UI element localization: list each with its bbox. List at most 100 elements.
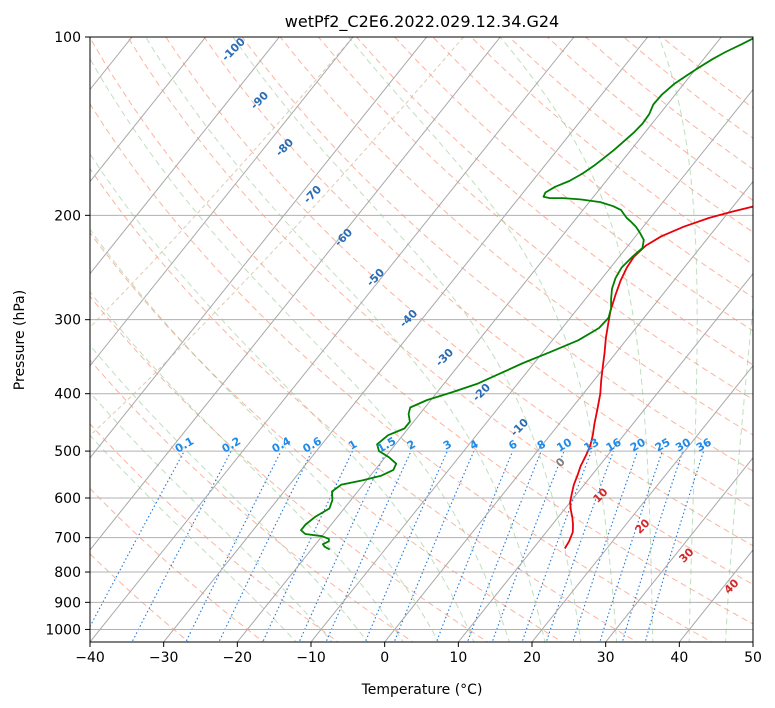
isotherm [163, 37, 649, 642]
moist-adiabat [90, 291, 404, 642]
dry-adiabat [90, 295, 489, 642]
y-tick-label: 1000 [45, 622, 81, 638]
mixing-ratio-label: 4 [468, 437, 481, 452]
reference-curve [90, 37, 464, 437]
isotherm [0, 37, 58, 642]
moist-adiabat [90, 153, 475, 642]
mixing-ratio-line [435, 450, 514, 642]
profile-line [564, 205, 753, 549]
mixing-ratio-label: 3 [441, 438, 454, 453]
mixing-ratio-label: 0.2 [220, 435, 243, 456]
dry-adiabat-label: -60 [332, 226, 355, 249]
moist-adiabat [90, 434, 297, 642]
isotherm [90, 37, 575, 642]
dry-adiabat-label: -30 [433, 346, 456, 369]
mixing-ratio-line [466, 450, 542, 642]
x-tick-label: 20 [523, 650, 541, 666]
dry-adiabat-label: -90 [248, 89, 271, 112]
dry-adiabat [279, 37, 753, 436]
y-tick-label: 300 [54, 313, 81, 329]
dry-adiabat-label: -70 [301, 183, 324, 206]
plot-frame [89, 36, 754, 643]
x-tick-label: −40 [75, 650, 105, 666]
dry-adiabat [508, 37, 753, 233]
mixing-ratio-line [218, 450, 313, 642]
isotherm [236, 37, 722, 642]
mixing-ratio-line [90, 450, 185, 628]
mixing-ratio-line [572, 450, 639, 642]
moist-adiabat [90, 228, 440, 642]
mixing-ratio-line [262, 450, 353, 642]
isotherm [752, 641, 753, 642]
mixing-ratio-line [521, 450, 592, 642]
mixing-ratio-label: 1.5 [375, 435, 398, 456]
dry-adiabat [394, 37, 753, 332]
mixing-ratio-line [644, 450, 705, 642]
mixing-ratio-line [545, 450, 614, 642]
moist-adiabat-label: 0 [553, 455, 568, 470]
dry-adiabat [165, 37, 753, 547]
y-tick-label: 900 [54, 595, 81, 611]
mixing-ratio-line [491, 450, 565, 642]
mixing-ratio-line [621, 450, 684, 642]
x-tick-label: 50 [744, 650, 762, 666]
y-tick-label: 400 [54, 387, 81, 403]
y-tick-label: 600 [54, 491, 81, 507]
y-tick-label: 500 [54, 444, 81, 460]
x-axis-ticks: −40 −30 −20 −10 0 10 20 30 40 50 [75, 642, 762, 666]
dry-adiabat [127, 37, 753, 586]
x-tick-label: 40 [670, 650, 688, 666]
mixing-ratio-label: 36 [694, 435, 714, 454]
dry-adiabat [470, 37, 753, 266]
isotherm [90, 37, 428, 459]
isotherm [90, 37, 207, 183]
y-axis-ticks: 100 200 300 400 500 600 700 800 900 1000 [45, 30, 90, 638]
dry-adiabat [203, 37, 753, 509]
mixing-ratio-line [185, 450, 282, 642]
dry-adiabat [356, 37, 753, 366]
mixing-ratio-line [298, 450, 387, 642]
mixing-ratio-label: 20 [628, 435, 648, 454]
isotherm [605, 457, 753, 642]
x-tick-label: 10 [449, 650, 467, 666]
x-tick-label: 0 [380, 650, 389, 666]
mixing-ratio-label: 25 [653, 436, 673, 455]
moist-adiabat [145, 37, 546, 642]
mixing-ratio-label: 6 [506, 437, 519, 452]
moist-adiabat [90, 344, 369, 642]
y-tick-label: 200 [54, 208, 81, 224]
dry-adiabat [90, 37, 753, 625]
dry-adiabat [241, 37, 753, 472]
isotherm [531, 364, 753, 642]
dry-adiabat-label: -40 [397, 307, 420, 330]
mixing-ratio-line [325, 450, 412, 642]
y-tick-label: 100 [54, 30, 81, 46]
x-tick-label: −10 [296, 650, 326, 666]
dry-adiabat [90, 167, 639, 642]
dry-adiabat [90, 231, 564, 642]
moist-adiabat-label: 40 [722, 576, 742, 596]
y-axis-label: Pressure (hPa) [12, 290, 28, 390]
moist-adiabat [90, 57, 510, 642]
mixing-ratio-label: 0.1 [173, 435, 196, 456]
mixing-ratio-label: 13 [582, 436, 602, 455]
reference-curve [90, 37, 354, 328]
isopleth-labels: -100-90-80-70-60-50-40-30-20-10010203040… [173, 37, 742, 597]
x-axis-label: Temperature (°C) [361, 682, 483, 698]
isotherm [310, 88, 753, 642]
isotherm [90, 37, 280, 275]
background-lines [90, 37, 753, 642]
isotherm [678, 549, 753, 642]
mixing-ratio-line [599, 450, 663, 642]
dry-adiabat [318, 37, 753, 401]
isotherm [457, 272, 753, 642]
dry-adiabat [90, 553, 190, 642]
dry-adiabat-label: -80 [273, 136, 296, 159]
y-tick-label: 800 [54, 565, 81, 581]
grid [0, 37, 753, 642]
mixing-ratio-label: 0.6 [300, 434, 324, 455]
dry-adiabat-label: -10 [508, 416, 531, 439]
dry-adiabat [90, 487, 265, 642]
mixing-ratio-label: 2 [405, 438, 418, 453]
mixing-ratio-label: 10 [554, 435, 574, 454]
